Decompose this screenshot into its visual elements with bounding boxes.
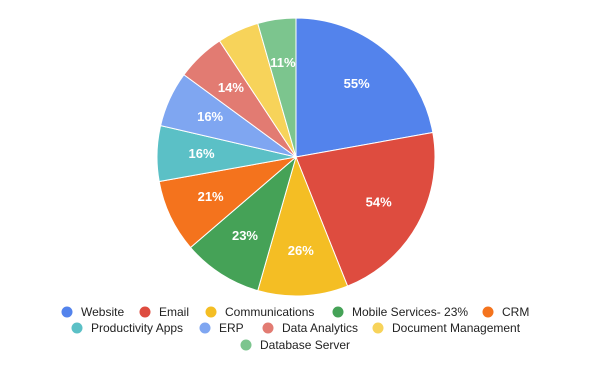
legend-label: Productivity Apps: [91, 321, 183, 335]
value-label: 16%: [188, 146, 214, 161]
legend-marker: [332, 306, 344, 318]
value-label: 14%: [218, 80, 244, 95]
legend-label: Mobile Services- 23%: [352, 305, 468, 319]
value-label: 11%: [270, 55, 296, 70]
legend-label: Communications: [225, 305, 314, 319]
pie-slice: [295, 131, 436, 287]
legend-label: ERP: [219, 321, 244, 335]
value-label: 23%: [232, 228, 258, 243]
pie-slice: [189, 155, 297, 292]
legend-marker: [139, 306, 151, 318]
legend-label: Website: [81, 305, 124, 319]
legend-marker: [482, 306, 494, 318]
legend-label: Document Management: [392, 321, 521, 335]
legend-label: Data Analytics: [282, 321, 358, 335]
legend-marker: [71, 322, 83, 334]
pie-slice: [257, 17, 297, 158]
value-label: 54%: [366, 194, 392, 209]
pie-slice: [257, 155, 349, 297]
value-label: 55%: [344, 76, 370, 91]
legend-marker: [372, 322, 384, 334]
legend-marker: [205, 306, 217, 318]
legend-label: CRM: [502, 305, 529, 319]
legend-label: Email: [159, 305, 189, 319]
pie-slice: [295, 17, 434, 158]
legend-marker: [61, 306, 73, 318]
value-label: 16%: [197, 109, 223, 124]
value-label: 21%: [198, 189, 224, 204]
legend-marker: [199, 322, 211, 334]
value-label: 26%: [288, 243, 314, 258]
legend-marker: [240, 339, 252, 351]
legend-label: Database Server: [260, 338, 350, 352]
legend-marker: [262, 322, 274, 334]
